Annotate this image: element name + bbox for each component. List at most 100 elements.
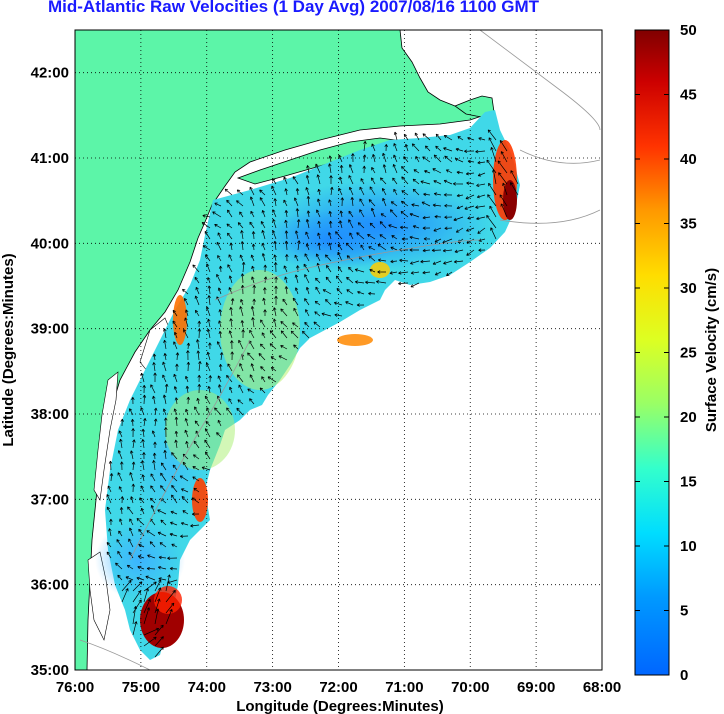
velocity-arrow bbox=[172, 464, 178, 471]
velocity-arrow bbox=[143, 636, 157, 647]
velocity-arrow bbox=[433, 227, 442, 232]
velocity-arrow bbox=[240, 230, 244, 240]
velocity-arrow bbox=[259, 189, 266, 196]
velocity-arrow bbox=[143, 418, 147, 427]
velocity-arrow bbox=[241, 329, 245, 339]
y-tick-label: 41:00 bbox=[31, 150, 69, 167]
velocity-arrow bbox=[293, 307, 299, 317]
velocity-arrow bbox=[368, 291, 376, 296]
velocity-arrow bbox=[151, 430, 156, 438]
velocity-arrow bbox=[251, 243, 256, 251]
velocity-arrow bbox=[162, 361, 167, 372]
velocity-arrow bbox=[202, 214, 211, 218]
velocity-arrow bbox=[204, 428, 211, 438]
velocity-arrow bbox=[376, 280, 387, 284]
velocity-arrow bbox=[247, 388, 255, 394]
velocity-arrow bbox=[163, 440, 168, 449]
velocity-arrow bbox=[228, 330, 233, 339]
velocity-arrow bbox=[160, 472, 167, 482]
velocity-arrow bbox=[121, 579, 132, 592]
velocity-arrow bbox=[129, 518, 134, 526]
velocity-arrow bbox=[125, 576, 134, 581]
velocity-arrow bbox=[443, 134, 453, 141]
velocity-arrow bbox=[118, 430, 123, 438]
velocity-arrow bbox=[154, 579, 162, 592]
velocity-arrow bbox=[118, 530, 123, 537]
velocity-arrow bbox=[431, 248, 442, 253]
colorbar-label: Surface Velocity (cm/s) bbox=[703, 268, 720, 432]
velocity-arrow bbox=[132, 606, 138, 625]
velocity-arrow bbox=[192, 466, 200, 471]
velocity-arrow bbox=[217, 255, 222, 262]
velocity-arrow bbox=[371, 154, 376, 163]
velocity-arrow bbox=[226, 223, 233, 229]
colorbar-tick-label: 30 bbox=[680, 280, 697, 297]
velocity-arrow bbox=[336, 287, 343, 295]
velocity-arrow bbox=[153, 372, 157, 383]
velocity-arrow bbox=[401, 166, 409, 174]
velocity-arrow bbox=[411, 143, 420, 152]
velocity-arrow bbox=[422, 215, 431, 220]
velocity-arrow bbox=[260, 366, 266, 372]
velocity-arrow bbox=[490, 227, 497, 240]
colorbar-tick-label: 25 bbox=[680, 345, 697, 362]
velocity-arrow bbox=[337, 251, 343, 262]
velocity-arrow bbox=[197, 320, 201, 328]
velocity-arrow bbox=[237, 222, 244, 229]
velocity-arrow bbox=[338, 154, 343, 163]
velocity-arrow bbox=[263, 309, 267, 317]
velocity-arrow bbox=[263, 287, 267, 295]
velocity-arrow bbox=[274, 295, 278, 306]
velocity-arrow bbox=[357, 222, 365, 229]
velocity-arrow bbox=[269, 330, 277, 339]
velocity-arrow bbox=[194, 295, 200, 306]
velocity-arrow bbox=[143, 598, 151, 614]
velocity-arrow bbox=[224, 188, 233, 196]
y-tick-label: 37:00 bbox=[31, 491, 69, 508]
velocity-arrow bbox=[106, 551, 112, 559]
velocity-arrow bbox=[400, 225, 409, 230]
velocity-arrow bbox=[455, 227, 464, 233]
velocity-arrow bbox=[305, 231, 310, 240]
velocity-arrow bbox=[240, 320, 245, 328]
velocity-arrow bbox=[325, 276, 332, 284]
velocity-arrow bbox=[217, 232, 222, 240]
velocity-arrow bbox=[198, 361, 202, 372]
velocity-arrow bbox=[216, 273, 222, 284]
velocity-arrow bbox=[149, 541, 156, 548]
velocity-arrow bbox=[132, 621, 138, 636]
velocity-arrow bbox=[131, 483, 135, 493]
velocity-arrow bbox=[420, 259, 431, 264]
velocity-arrow bbox=[305, 286, 310, 295]
velocity-arrow bbox=[185, 440, 189, 449]
velocity-arrow bbox=[345, 301, 354, 306]
velocity-arrow bbox=[477, 172, 486, 177]
velocity-arrow bbox=[270, 356, 277, 361]
velocity-arrow bbox=[129, 450, 134, 460]
velocity-arrow bbox=[160, 519, 167, 526]
velocity-arrow bbox=[305, 187, 310, 196]
velocity-arrow bbox=[162, 394, 167, 405]
velocity-arrow bbox=[390, 246, 398, 251]
velocity-arrow bbox=[195, 286, 200, 295]
velocity-arrow bbox=[175, 352, 180, 361]
velocity-arrow bbox=[328, 220, 333, 229]
velocity-arrow bbox=[194, 276, 200, 284]
y-tick-label: 38:00 bbox=[31, 406, 69, 423]
velocity-arrow bbox=[434, 271, 442, 276]
fast-current-jet bbox=[173, 295, 187, 345]
velocity-arrow bbox=[487, 194, 497, 207]
velocity-arrow bbox=[453, 259, 464, 264]
velocity-arrow bbox=[240, 273, 245, 284]
velocity-arrow bbox=[444, 204, 453, 208]
velocity-arrow bbox=[456, 170, 464, 175]
velocity-arrow bbox=[173, 341, 178, 350]
velocity-arrow bbox=[392, 163, 398, 174]
velocity-arrow bbox=[443, 193, 453, 197]
velocity-arrow bbox=[348, 164, 354, 174]
velocity-arrow bbox=[157, 509, 167, 515]
velocity-arrow bbox=[369, 222, 376, 229]
velocity-arrow bbox=[196, 339, 200, 350]
velocity-arrow bbox=[284, 286, 289, 295]
velocity-arrow bbox=[362, 165, 366, 174]
